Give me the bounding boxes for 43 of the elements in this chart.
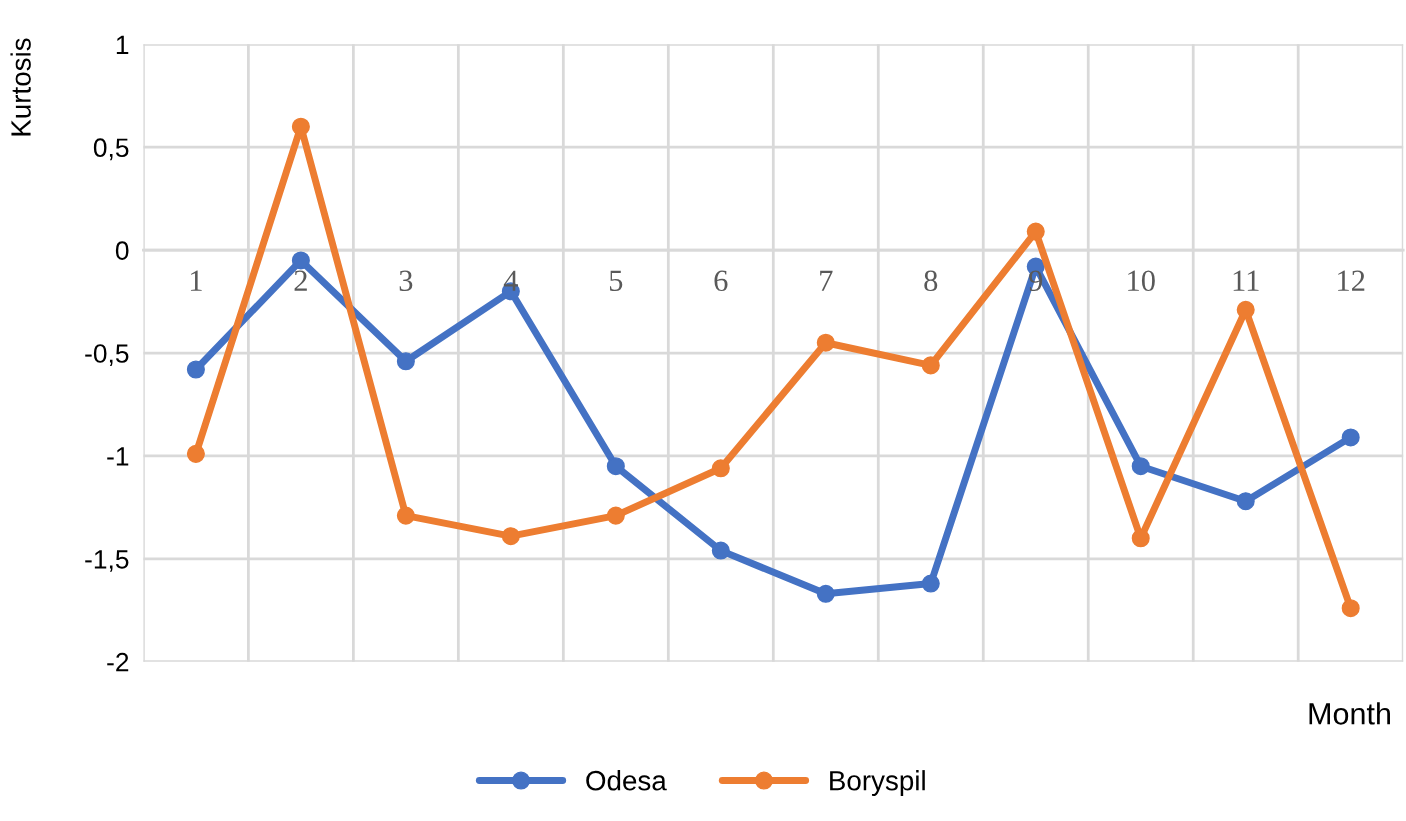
x-axis-title: Month [1309, 702, 1390, 725]
point [816, 584, 835, 603]
point [186, 444, 205, 463]
x-tick-label: 11 [1233, 270, 1259, 291]
point [291, 117, 310, 136]
x-tick-label: 7 [820, 270, 833, 291]
point [1026, 222, 1045, 241]
point [606, 506, 625, 525]
x-tick-label: 8 [924, 270, 938, 292]
y-tick-label: 1 [116, 35, 129, 54]
point [1236, 492, 1255, 511]
point [1131, 457, 1150, 476]
y-tick-label: -1,5 [85, 550, 129, 572]
point [711, 541, 730, 560]
point [1341, 428, 1360, 447]
x-tick-label: 2 [294, 270, 307, 291]
legend-label: Boryspil [830, 770, 925, 796]
point [1341, 599, 1360, 618]
point [711, 459, 730, 478]
point [1131, 529, 1150, 548]
x-tick-label: 12 [1338, 270, 1365, 291]
point [291, 251, 310, 270]
x-tick-label: 1 [190, 270, 202, 291]
x-tick-label: 5 [609, 270, 623, 292]
x-tick-label: 3 [399, 270, 413, 292]
legend-label: Odesa [586, 770, 667, 791]
point [501, 527, 520, 546]
x-tick-label: 6 [714, 270, 728, 292]
point [1236, 300, 1255, 319]
y-tick-label: 0 [115, 241, 129, 260]
y-axis-title: Kurtosis [10, 38, 31, 136]
y-tick-label: -0,5 [85, 344, 129, 366]
point [606, 457, 625, 476]
y-tick-label: -1 [107, 447, 129, 466]
x-tick-label: 10 [1128, 270, 1155, 292]
y-tick-label: 0,5 [93, 138, 129, 161]
point [921, 356, 940, 375]
point [396, 352, 415, 371]
point [921, 574, 940, 593]
point [186, 360, 205, 379]
point [816, 333, 835, 352]
point [396, 506, 415, 525]
y-tick-label: -2 [107, 652, 129, 672]
